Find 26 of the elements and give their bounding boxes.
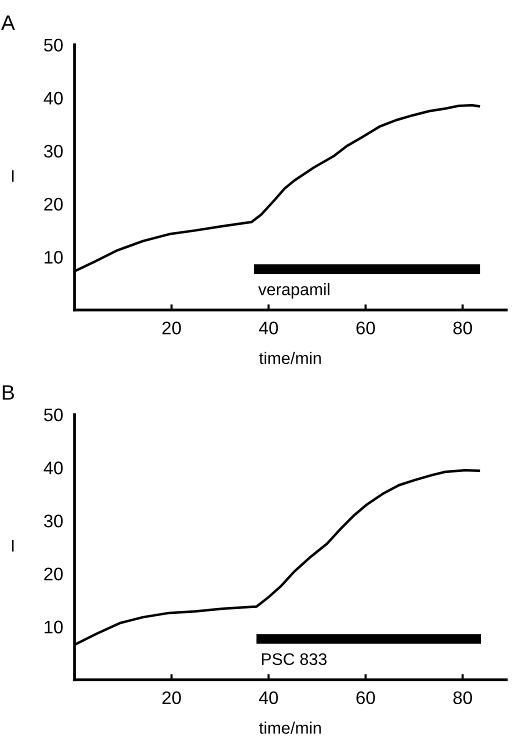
y-tick-label: 40 xyxy=(44,462,63,474)
annotation: verapamil xyxy=(258,283,330,299)
x-tick-label: 20 xyxy=(162,691,181,704)
x-tick-label: 40 xyxy=(258,322,278,334)
chart-title: B xyxy=(2,385,14,400)
x-axis-title: time/min xyxy=(259,722,321,734)
x-tick-label: 60 xyxy=(356,322,375,334)
y-tick-label: 10 xyxy=(44,250,63,264)
x-tick-label: 80 xyxy=(453,322,472,334)
y-tick-label: 50 xyxy=(44,38,63,52)
chart-title: A xyxy=(1,16,15,30)
y-axis-title: I xyxy=(12,540,14,552)
y-tick-label: 40 xyxy=(44,92,63,105)
x-tick-label: 20 xyxy=(162,322,181,334)
x-tick-label: 60 xyxy=(356,691,375,704)
x-tick-label: 40 xyxy=(258,691,278,704)
y-tick-label: 50 xyxy=(44,408,63,422)
y-axis-title: I xyxy=(12,170,14,182)
y-tick-label: 10 xyxy=(44,620,63,634)
x-tick-label: 80 xyxy=(453,691,472,704)
y-tick-label: 30 xyxy=(44,514,63,528)
y-tick-label: 20 xyxy=(44,198,63,211)
annotation: PSC 833 xyxy=(262,653,327,666)
x-axis-title: time/min xyxy=(259,352,321,364)
y-tick-label: 20 xyxy=(44,568,63,580)
y-tick-label: 30 xyxy=(44,144,63,158)
